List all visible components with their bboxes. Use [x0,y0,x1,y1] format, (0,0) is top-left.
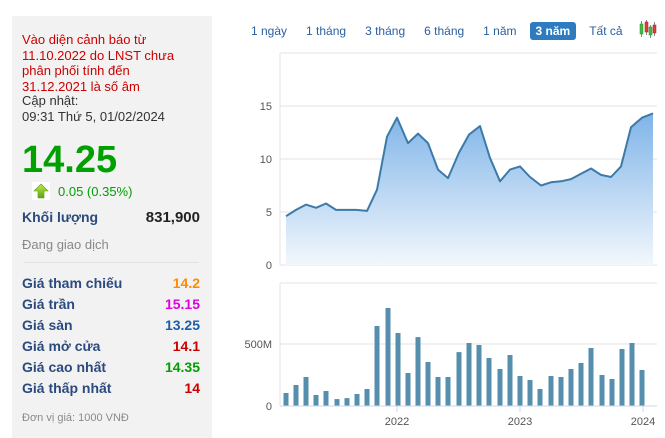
volume-bar [354,394,360,406]
warning-line: 31.12.2021 là số âm [22,78,140,94]
stat-label: Giá thấp nhất [22,379,112,396]
stat-value: 13.25 [164,316,200,333]
volume-bar [517,376,523,406]
update-time: 09:31 Thứ 5, 01/02/2024 [22,108,165,124]
tab-1-year[interactable]: 1 năm [483,24,517,38]
warning-line: phân phối tính đến [22,63,130,78]
volume-bar [445,377,451,406]
volume-bar [334,399,340,406]
stat-label: Giá mở cửa [22,337,101,354]
volume-bar [374,326,380,406]
volume-bar [425,362,431,406]
volume-bar [568,369,574,406]
volume-bar [558,377,564,406]
y-tick-label: 500M [244,339,272,351]
trading-status: Đang giao dịch [22,237,109,252]
volume-bar [619,349,625,406]
stat-low-price: Giá thấp nhất 14 [22,377,200,398]
stat-floor-price: Giá sàn 13.25 [22,314,200,335]
volume-bar [456,352,462,406]
volume-bar [527,380,533,406]
arrow-up-icon [32,182,50,200]
tab-all[interactable]: Tất cả [589,24,623,38]
volume-bar [507,355,513,406]
stat-ceiling-price: Giá trần 15.15 [22,293,200,314]
stock-info-panel: Vào diện cảnh báo từ 11.10.2022 do LNST … [12,16,212,438]
stat-value: 14.35 [164,358,200,375]
stat-label: Giá trần [22,295,75,312]
volume-bar [293,385,299,406]
volume-bar [303,377,309,406]
volume-bar [415,337,421,406]
volume-bar [476,345,482,406]
volume-bar [629,343,635,406]
volume-bar [395,333,401,406]
stat-open-price: Giá mở cửa 14.1 [22,335,200,356]
x-tick-label: 2022 [385,416,409,428]
tab-1-day[interactable]: 1 ngày [251,24,288,38]
volume-bar [609,379,615,406]
y-tick-label: 15 [260,101,272,113]
stat-value: 14.1 [172,337,200,354]
volume-bar [599,375,605,406]
volume-bar [364,389,370,406]
volume-bar [537,389,543,406]
divider [24,262,199,263]
stat-value: 14 [184,379,200,396]
stat-reference-price: Giá tham chiếu 14.2 [22,272,200,293]
volume-bar [639,370,645,406]
volume-row: Khối lượng 831,900 [22,206,200,228]
stat-label: Giá cao nhất [22,358,107,375]
update-info: Cập nhật: 09:31 Thứ 5, 01/02/2024 [22,93,165,124]
tab-3-years[interactable]: 3 năm [529,22,577,40]
tab-6-months[interactable]: 6 tháng [424,24,465,38]
x-tick-label: 2023 [508,416,532,428]
price-change: 0.05 (0.35%) [58,183,133,199]
y-tick-label: 0 [266,401,272,413]
price-change-row: 0.05 (0.35%) [32,181,132,201]
volume-bar-chart: 0 500M 2022 2023 2024 [244,282,657,428]
update-label: Cập nhật: [22,93,79,108]
volume-bar [588,348,594,406]
current-price: 14.25 [22,139,118,181]
stat-value: 14.2 [172,274,200,291]
price-stats: Giá tham chiếu 14.2 Giá trần 15.15 Giá s… [22,272,200,398]
warning-message: Vào diện cảnh báo từ 11.10.2022 do LNST … [22,32,207,94]
stat-label: Giá sàn [22,316,73,333]
volume-label: Khối lượng [22,209,99,225]
volume-bar [486,358,492,406]
range-tabs: 1 ngày 1 tháng 3 tháng 6 tháng 1 năm 3 n… [245,19,658,44]
stat-high-price: Giá cao nhất 14.35 [22,356,200,377]
price-area-chart: 0 5 10 15 [260,52,657,272]
warning-line: 11.10.2022 do LNST chưa [22,47,175,63]
volume-bar [405,373,411,406]
volume-bar [344,398,350,406]
warning-line: Vào diện cảnh báo từ [22,32,147,47]
price-line [285,112,654,218]
candlestick-icon[interactable] [638,19,658,44]
y-tick-label: 10 [260,154,272,166]
volume-bar [548,376,554,406]
volume-value: 831,900 [145,208,200,226]
volume-bar [385,308,391,406]
x-tick-label: 2024 [631,416,655,428]
price-area-fill [286,113,653,266]
stat-value: 15.15 [164,295,200,312]
price-unit-note: Đơn vị giá: 1000 VNĐ [22,412,129,424]
stat-label: Giá tham chiếu [22,274,123,291]
volume-bar [497,369,503,406]
volume-bar [466,343,472,406]
volume-bar [313,395,319,406]
volume-bar [435,377,441,406]
volume-bar [283,393,289,406]
tab-3-months[interactable]: 3 tháng [365,24,406,38]
volume-bar [578,363,584,406]
tab-1-month[interactable]: 1 tháng [306,24,347,38]
volume-bar [323,391,329,406]
y-tick-label: 5 [266,207,272,219]
y-tick-label: 0 [266,260,272,272]
